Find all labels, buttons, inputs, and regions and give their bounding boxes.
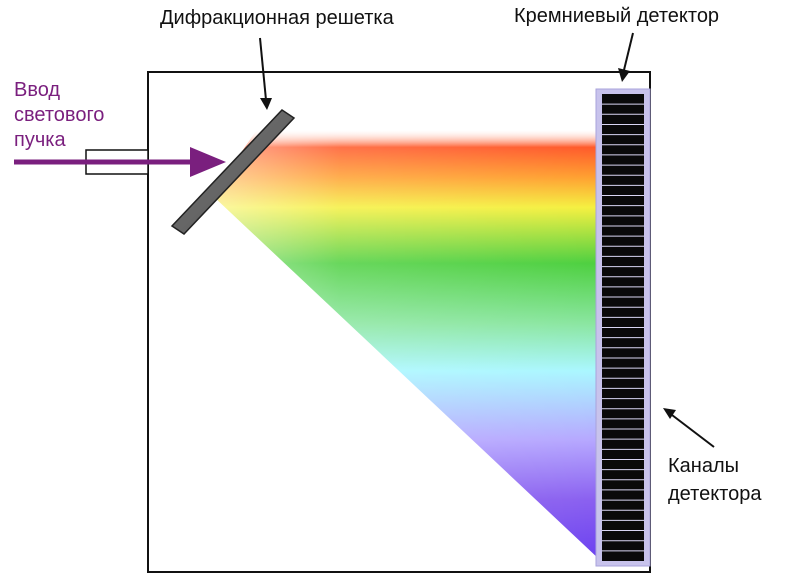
detector-channels (602, 103, 644, 552)
detector-channels-label: Каналы детектора (668, 455, 762, 505)
grating-pointer-arrowhead (260, 98, 272, 110)
detector-pointer-line (623, 32, 634, 71)
input-beam-label: Ввод светового пучка (14, 79, 105, 151)
silicon-detector (595, 88, 651, 567)
channels-pointer-line (671, 414, 715, 448)
grating-label: Дифракционная решетка (160, 7, 394, 29)
spectrum-beam-fade (212, 128, 600, 560)
diffraction-grating (170, 109, 296, 235)
detector-pointer-arrowhead (618, 68, 630, 82)
channels-pointer-arrowhead (663, 408, 676, 419)
detector-label: Кремниевый детектор (514, 5, 720, 27)
grating-pointer-line (259, 37, 267, 101)
input-beam-arrowhead (190, 147, 226, 177)
